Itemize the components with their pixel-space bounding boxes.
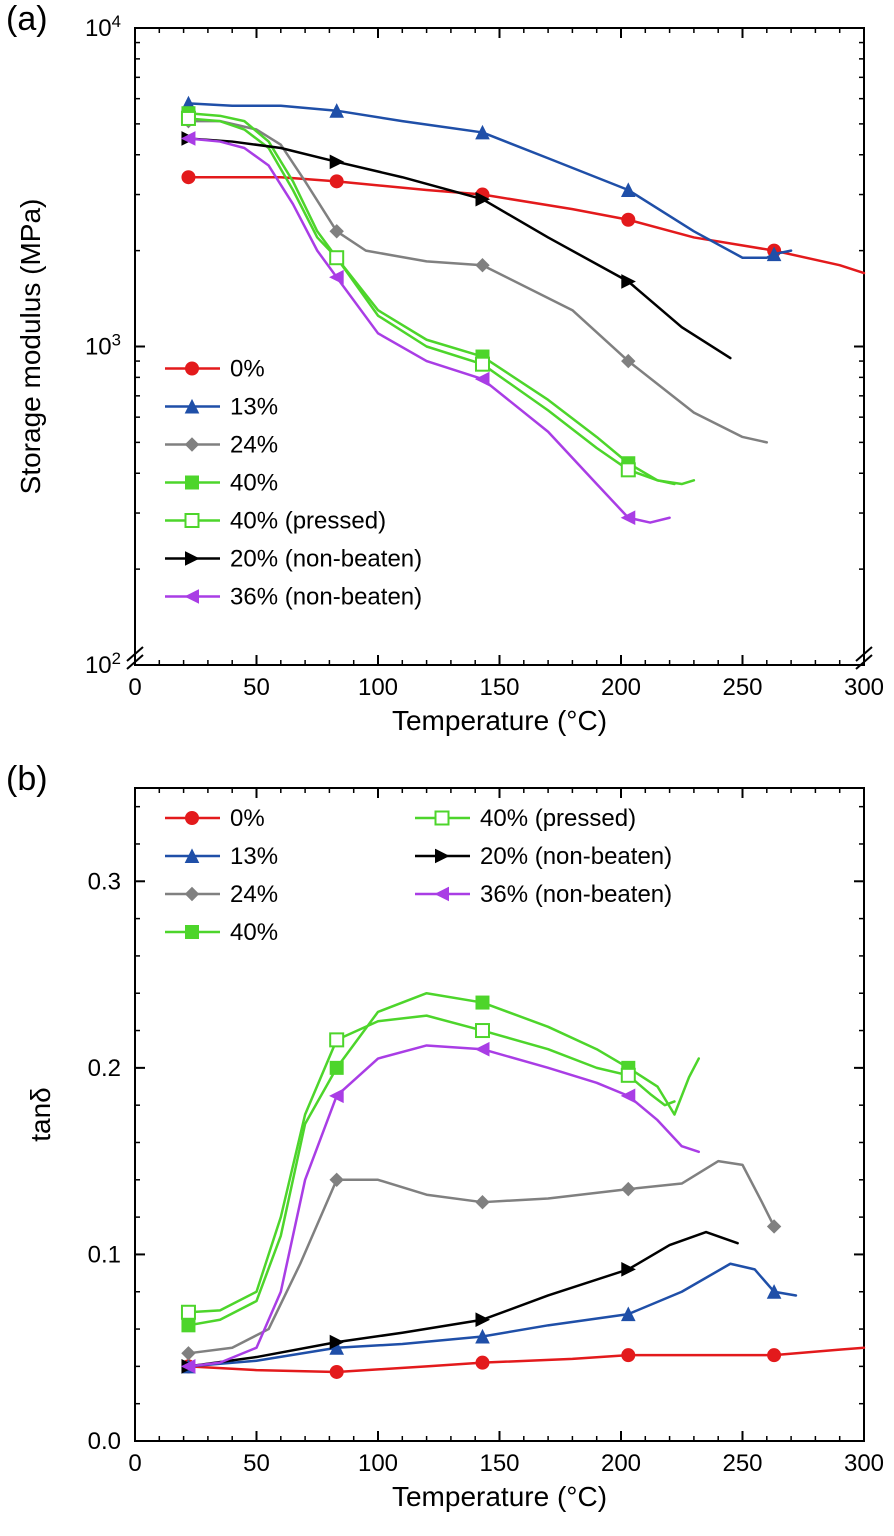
panel-b-label: (b) [6, 760, 48, 799]
svg-text:200: 200 [601, 1450, 641, 1477]
svg-text:103: 103 [85, 330, 121, 361]
svg-text:0: 0 [128, 674, 141, 701]
svg-text:100: 100 [358, 1450, 398, 1477]
panel-a: (a) 0 50 100 150 200 250 300 102 103 104 Temperatu… [0, 0, 894, 760]
svg-text:Temperature (°C): Temperature (°C) [392, 1481, 607, 1512]
svg-text:0: 0 [128, 1450, 141, 1477]
svg-text:13%: 13% [230, 394, 278, 421]
svg-text:300: 300 [844, 674, 884, 701]
svg-text:100: 100 [358, 674, 398, 701]
panel-a-label: (a) [6, 0, 48, 39]
svg-text:40% (pressed): 40% (pressed) [230, 508, 386, 535]
svg-text:24%: 24% [230, 432, 278, 459]
svg-text:40% (pressed): 40% (pressed) [480, 805, 636, 832]
svg-text:24%: 24% [230, 881, 278, 908]
figure: (a) 0 50 100 150 200 250 300 102 103 104 Temperatu… [0, 0, 894, 1536]
svg-text:36% (non-beaten): 36% (non-beaten) [480, 881, 672, 908]
svg-text:0%: 0% [230, 805, 265, 832]
svg-text:200: 200 [601, 674, 641, 701]
svg-text:Temperature (°C): Temperature (°C) [392, 705, 607, 736]
svg-text:50: 50 [243, 1450, 270, 1477]
svg-text:50: 50 [243, 674, 270, 701]
svg-text:0.1: 0.1 [88, 1241, 121, 1268]
svg-text:40%: 40% [230, 919, 278, 946]
svg-text:250: 250 [722, 674, 762, 701]
svg-text:104: 104 [85, 12, 121, 43]
svg-text:0.2: 0.2 [88, 1055, 121, 1082]
panel-b-chart: 0 50 100 150 200 250 300 0.0 0.1 0.2 0.3 Temperatur… [0, 760, 894, 1536]
svg-text:150: 150 [479, 1450, 519, 1477]
svg-text:20% (non-beaten): 20% (non-beaten) [230, 546, 422, 573]
svg-text:Storage modulus (MPa): Storage modulus (MPa) [15, 199, 46, 495]
panel-b: (b) 0 50 100 150 200 250 300 0.0 0.1 0.2 0.3 Temper… [0, 760, 894, 1536]
svg-text:0.0: 0.0 [88, 1428, 121, 1455]
svg-text:0.3: 0.3 [88, 868, 121, 895]
svg-text:102: 102 [85, 649, 121, 680]
svg-text:tanδ: tanδ [25, 1087, 56, 1142]
svg-text:0%: 0% [230, 356, 265, 383]
svg-text:300: 300 [844, 1450, 884, 1477]
svg-text:40%: 40% [230, 470, 278, 497]
svg-text:36% (non-beaten): 36% (non-beaten) [230, 584, 422, 611]
svg-text:250: 250 [722, 1450, 762, 1477]
panel-a-chart: 0 50 100 150 200 250 300 102 103 104 Temperature (… [0, 0, 894, 760]
svg-text:150: 150 [479, 674, 519, 701]
svg-text:13%: 13% [230, 843, 278, 870]
svg-text:20% (non-beaten): 20% (non-beaten) [480, 843, 672, 870]
